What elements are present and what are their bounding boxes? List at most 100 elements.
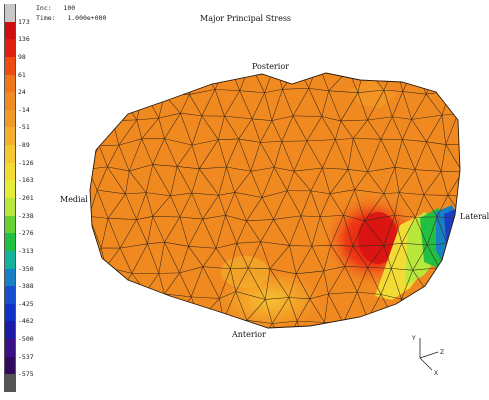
lateral-label: Lateral [460,212,489,221]
mesh-edge [273,219,290,246]
mesh-edge [364,193,385,221]
mesh-edge [241,345,258,346]
mesh-edge [228,63,250,64]
mesh-edge [396,64,415,67]
mesh-edge [109,291,122,322]
mesh-edge [152,195,171,217]
mesh-edge [218,195,226,216]
mesh-edge [129,164,153,172]
mesh-edge [310,190,331,194]
mesh-edge [230,267,249,270]
mesh-edge [238,138,252,172]
mesh-edge [394,167,400,193]
mesh-edge [100,218,109,249]
mesh-edge [367,318,385,328]
mesh-edge [106,64,132,66]
mesh-edge [234,192,263,198]
mesh-edge [180,94,190,114]
mesh-edge [264,92,273,121]
mesh-edge [98,89,119,94]
mesh-edge [288,297,310,300]
legend-swatch [4,356,16,375]
mesh-edge [354,171,368,190]
mesh-edge [394,214,416,218]
mesh-edge [305,348,332,349]
mesh-edge [92,267,107,296]
mesh-edge [401,217,416,244]
mesh-edge [451,293,460,298]
mesh-edge [353,138,381,140]
mesh-edge [152,73,165,96]
mesh-edge [274,167,295,172]
mesh-edge [260,241,290,246]
mesh-edge [133,319,153,325]
mesh-edge [202,218,217,249]
mesh-edge [367,245,385,268]
mesh-edge [86,64,106,67]
mesh-edge [477,246,486,266]
mesh-edge [189,94,203,116]
mesh-edge [298,62,318,65]
mesh-edge [93,295,110,322]
mesh-edge [281,141,295,172]
mesh-edge [451,271,460,298]
mesh-edge [269,268,297,275]
mesh-edge [190,319,201,328]
mesh-edge [260,120,273,143]
mesh-edge [330,215,344,246]
legend-swatch [4,374,16,393]
mesh-edge [147,241,165,245]
mesh-edge [306,116,323,142]
mesh-edge [179,266,204,274]
mesh-edge [328,266,346,295]
mesh-edge [398,192,416,218]
mesh-edge [306,140,323,169]
mesh-edge [440,64,459,70]
mesh-edge [383,167,396,194]
legend-swatch [4,198,16,217]
mesh-edge [357,89,384,93]
mesh-edge [441,171,460,173]
mesh-edge [412,244,428,271]
mesh-edge [191,296,220,299]
mesh-edge [235,267,249,292]
mesh-edge [427,244,440,268]
mesh-edge [352,220,365,247]
mesh-edge [97,189,126,195]
legend-value: -313 [18,246,34,255]
mesh-edge [411,94,427,120]
mesh-edge [415,320,439,325]
mesh-edge [411,119,427,142]
mesh-edge [179,192,193,218]
mesh-edge [392,91,403,117]
mesh-edge [226,166,235,193]
mesh-edge [143,90,165,96]
mesh-edge [170,166,178,196]
mesh-edge [152,216,180,218]
mesh-edge [321,116,341,122]
mesh-edge [141,138,153,165]
mesh-edge [352,138,368,172]
mesh-edge [364,214,395,222]
mesh-edge [391,268,413,271]
mesh-edge [152,293,165,320]
mesh-edge [158,118,165,139]
mesh-edge [136,192,147,220]
mesh-edge [342,322,359,328]
mesh-edge [296,298,311,322]
mesh-edge [446,243,460,272]
mesh-edge [226,166,251,172]
mesh-edge [170,318,177,328]
mesh-edge [445,114,458,145]
mesh-edge [199,166,227,170]
mesh-edge [128,170,147,193]
mesh-edge [246,299,266,321]
mesh-edge [147,243,160,274]
mesh-edge [364,220,385,246]
mesh-edge [109,320,134,325]
mesh-edge [352,245,384,247]
mesh-edge [239,90,253,120]
mesh-edge [125,193,137,220]
mesh-edge [383,192,400,194]
